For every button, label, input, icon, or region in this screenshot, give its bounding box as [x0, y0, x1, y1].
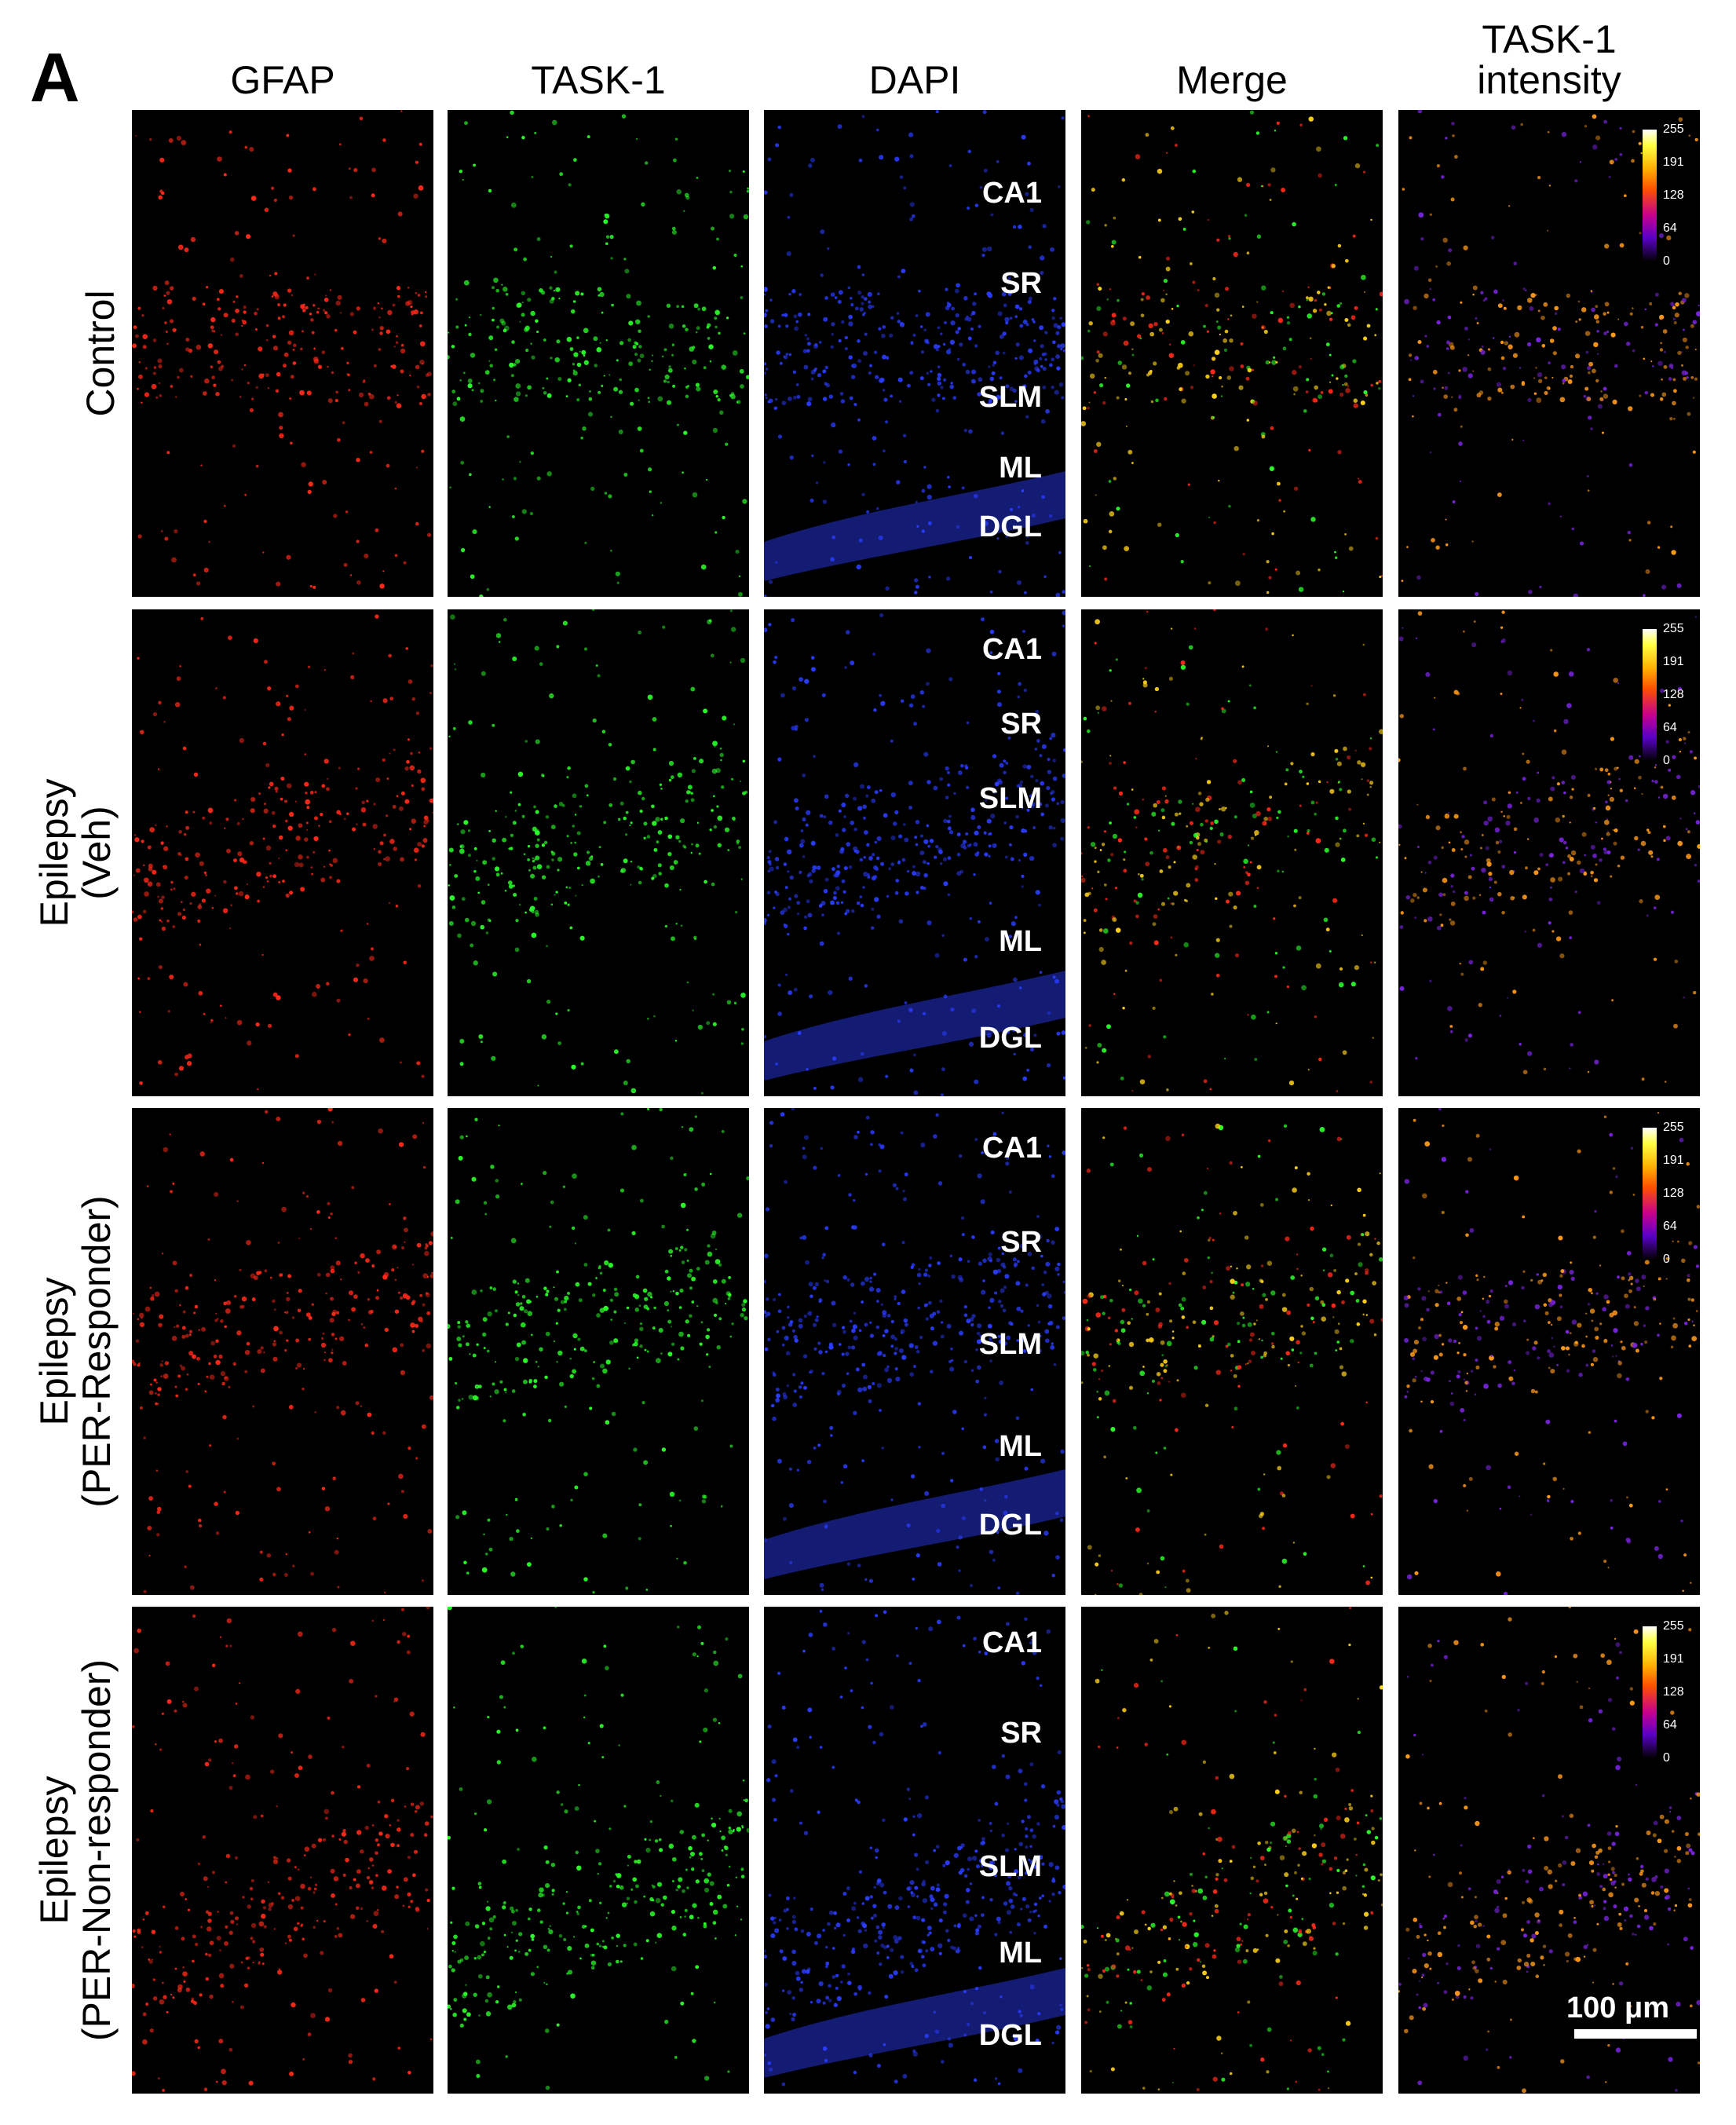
- region-label-ml: ML: [999, 925, 1042, 958]
- colorbar-tick-label: 191: [1663, 655, 1684, 668]
- colorbar-gradient: [1643, 1128, 1657, 1260]
- region-label-ca1: CA1: [981, 1132, 1042, 1165]
- colorbar-tick-label: 128: [1663, 188, 1684, 202]
- colorbar-tick-label: 255: [1663, 123, 1684, 136]
- row-label-2: Epilepsy (PER-Responder): [32, 1195, 119, 1508]
- colorbar-tick-label: 0: [1663, 254, 1670, 268]
- micrograph-texture: [764, 1610, 1065, 2087]
- micrograph-texture: [1401, 110, 1700, 597]
- micrograph-row1-col1: [448, 609, 749, 1096]
- micrograph-row2-col2: CA1 SR SLM ML DGL: [764, 1108, 1065, 1595]
- colorbar-tick-label: 64: [1663, 221, 1677, 235]
- micrograph-texture: [1403, 1108, 1700, 1595]
- micrograph-texture: [1081, 609, 1383, 1092]
- micrograph-row2-col4: [1398, 1108, 1700, 1595]
- micrograph-texture: [1081, 110, 1383, 594]
- micrograph-row3-col1: [448, 1607, 749, 2094]
- micrograph-texture: [1081, 1123, 1383, 1595]
- micrograph-texture: [132, 1108, 433, 1593]
- column-header-0: GFAP: [230, 58, 335, 102]
- micrograph-texture: [448, 1607, 749, 2090]
- region-label-ml: ML: [999, 1937, 1042, 1970]
- micrograph-row1-col2: CA1 SR SLM ML DGL: [764, 609, 1065, 1096]
- colorbar-tick-label: 0: [1663, 1751, 1670, 1765]
- colorbar-tick-label: 0: [1663, 754, 1670, 767]
- micrograph-texture: [132, 1607, 433, 2092]
- micrograph-texture: [1398, 1607, 1700, 2094]
- region-label-slm: SLM: [978, 1328, 1042, 1361]
- intensity-colorbar: 255 191 128 64 0: [1643, 622, 1715, 767]
- region-label-dgl: DGL: [978, 2019, 1042, 2052]
- row-label-1: Epilepsy (Veh): [32, 778, 119, 927]
- colorbar-tick-label: 128: [1663, 688, 1684, 701]
- region-label-ml: ML: [999, 1430, 1042, 1463]
- micrograph-row2-col3: [1081, 1108, 1383, 1595]
- colorbar-tick-label: 128: [1663, 1187, 1684, 1200]
- colorbar-tick-label: 64: [1663, 1220, 1677, 1233]
- scale-bar-label: 100 μm: [1566, 1992, 1669, 2024]
- micrograph-row0-col2: CA1 SR SLM ML DGL: [764, 110, 1065, 597]
- column-header-4-line-0: TASK-1: [1482, 17, 1617, 61]
- micrograph-texture: [448, 609, 748, 1095]
- region-label-ca1: CA1: [981, 633, 1042, 666]
- region-label-dgl: DGL: [978, 1022, 1042, 1055]
- micrograph-row0-col3: [1081, 110, 1383, 597]
- micrograph-row0-col1: [448, 110, 749, 597]
- colorbar-tick-label: 0: [1663, 1253, 1670, 1266]
- intensity-colorbar: 255 191 128 64 0: [1643, 1121, 1715, 1266]
- micrograph-texture: [448, 110, 749, 597]
- row-label-0: Control: [79, 290, 122, 417]
- micrograph-row0-col0: [132, 110, 433, 597]
- colorbar-gradient: [1643, 629, 1657, 761]
- region-label-dgl: DGL: [978, 1509, 1042, 1542]
- row-label-3: Epilepsy (PER-Non-responder): [32, 1659, 119, 2042]
- colorbar-gradient: [1643, 130, 1657, 262]
- scale-bar: [1574, 2029, 1697, 2039]
- micrograph-texture: [764, 610, 1065, 1096]
- colorbar-tick-label: 64: [1663, 1718, 1677, 1732]
- micrograph-row2-col0: [132, 1108, 433, 1595]
- region-label-sr: SR: [1000, 267, 1042, 300]
- region-label-sr: SR: [1000, 708, 1042, 741]
- intensity-colorbar: 255 191 128 64 0: [1643, 1619, 1715, 1765]
- column-header-1: TASK-1: [531, 58, 666, 102]
- region-label-sr: SR: [1000, 1226, 1042, 1259]
- colorbar-tick-label: 64: [1663, 721, 1677, 734]
- column-header-4-line-1: intensity: [1477, 58, 1621, 102]
- micrograph-texture: [764, 110, 1065, 597]
- region-label-slm: SLM: [978, 1850, 1042, 1883]
- micrograph-texture: [448, 1108, 749, 1594]
- colorbar-tick-label: 255: [1663, 622, 1684, 635]
- region-label-sr: SR: [1000, 1717, 1042, 1750]
- column-header-3: Merge: [1176, 58, 1288, 102]
- colorbar-tick-label: 191: [1663, 155, 1684, 169]
- colorbar-tick-label: 255: [1663, 1619, 1684, 1633]
- intensity-colorbar: 255 191 128 64 0: [1643, 123, 1715, 268]
- micrograph-row1-col0: [132, 609, 433, 1096]
- micrograph-texture: [1081, 1607, 1383, 2092]
- colorbar-gradient: [1643, 1626, 1657, 1758]
- micrograph-row3-col3: [1081, 1607, 1383, 2094]
- micrograph-row3-col2: CA1 SR SLM ML DGL: [764, 1607, 1065, 2094]
- micrograph-row3-col0: [132, 1607, 433, 2094]
- micrograph-texture: [764, 1108, 1065, 1595]
- micrograph-row2-col1: [448, 1108, 749, 1595]
- region-label-ca1: CA1: [981, 177, 1042, 210]
- colorbar-tick-label: 191: [1663, 1652, 1684, 1666]
- colorbar-tick-label: 255: [1663, 1121, 1684, 1134]
- region-label-slm: SLM: [978, 381, 1042, 414]
- region-label-slm: SLM: [978, 782, 1042, 815]
- colorbar-tick-label: 191: [1663, 1154, 1684, 1167]
- micrograph-texture: [132, 110, 432, 589]
- panel-letter: A: [30, 38, 80, 116]
- region-label-ca1: CA1: [981, 1626, 1042, 1659]
- colorbar-tick-label: 128: [1663, 1685, 1684, 1699]
- micrograph-row1-col3: [1081, 609, 1383, 1096]
- micrograph-texture: [132, 614, 433, 1091]
- region-label-dgl: DGL: [978, 510, 1042, 543]
- column-header-2: DAPI: [868, 58, 961, 102]
- region-label-ml: ML: [999, 452, 1042, 485]
